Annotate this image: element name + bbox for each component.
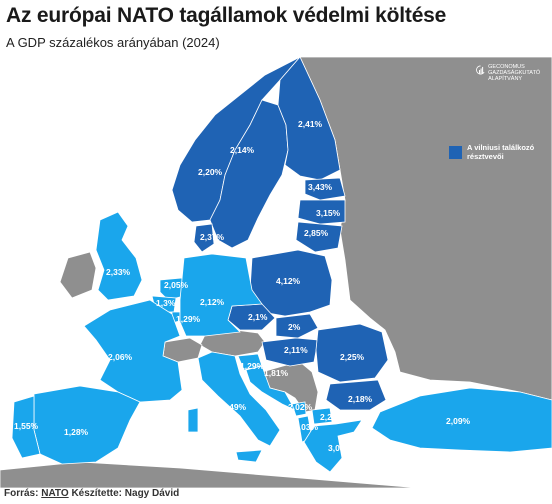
europe-map: 2,41% 2,14% 2,20% 3,43% 3,15% 2,85% 2,37…: [0, 57, 552, 488]
label-norway: 2,20%: [198, 167, 223, 177]
country-hungary: [261, 337, 319, 367]
country-romania: [315, 323, 389, 383]
legend-label-vilnius: A vilniusi találkozó résztvevői: [467, 143, 535, 161]
label-spain: 1,28%: [64, 427, 89, 437]
label-romania: 2,25%: [340, 352, 365, 362]
label-sweden: 2,14%: [230, 145, 255, 155]
label-greece: 3,08%: [328, 443, 353, 453]
logo: GECONOMUS GAZDASÁGKUTATÓ ALAPÍTVÁNY: [476, 60, 552, 82]
label-czechia: 2,1%: [248, 312, 268, 322]
country-estonia: [304, 177, 346, 201]
label-france: 2,06%: [108, 352, 133, 362]
map-title: Az európai NATO tagállamok védelmi költé…: [6, 4, 447, 27]
country-latvia: [297, 199, 346, 225]
label-uk: 2,33%: [106, 267, 131, 277]
legend: A vilniusi találkozó résztvevői: [449, 143, 547, 161]
label-latvia: 3,15%: [316, 208, 341, 218]
label-turkey: 2,09%: [446, 416, 471, 426]
footer-source: NATO: [41, 488, 69, 499]
country-portugal: [11, 395, 41, 459]
label-denmark: 2,37%: [200, 232, 225, 242]
austria: [199, 329, 266, 357]
label-lithuania: 2,85%: [304, 228, 329, 238]
country-turkey: [371, 387, 552, 453]
label-bulgaria: 2,18%: [348, 394, 373, 404]
label-luxembourg: 1,29%: [176, 314, 201, 324]
footer: Forrás: NATO Készítette: Nagy Dávid: [4, 488, 179, 499]
country-france: [83, 299, 183, 403]
label-germany: 2,12%: [200, 297, 225, 307]
label-north-macedonia: 2,22%: [320, 412, 345, 422]
label-slovenia: 1,29%: [240, 361, 265, 371]
country-uk: [95, 211, 143, 301]
label-italy: 1,49%: [222, 402, 247, 412]
map-svg: 2,41% 2,14% 2,20% 3,43% 3,15% 2,85% 2,37…: [0, 57, 552, 488]
country-montenegro: [291, 401, 307, 417]
country-lithuania: [295, 221, 343, 253]
logo-text: GECONOMUS GAZDASÁGKUTATÓ ALAPÍTVÁNY: [488, 64, 541, 82]
label-slovakia: 2%: [288, 322, 301, 332]
label-poland: 4,12%: [276, 276, 301, 286]
logo-icon: [476, 65, 485, 75]
label-belgium: 1,3%: [156, 298, 176, 308]
label-hungary: 2,11%: [284, 345, 308, 355]
label-montenegro: 2,02%: [288, 402, 313, 412]
country-germany: [179, 253, 263, 337]
country-greece: [303, 419, 363, 473]
country-italy-islands: [187, 407, 263, 463]
country-bulgaria: [325, 379, 387, 411]
ireland: [59, 251, 97, 299]
map-subtitle: A GDP százalékos arányában (2024): [6, 35, 220, 50]
label-estonia: 3,43%: [308, 182, 333, 192]
label-croatia: 1,81%: [264, 368, 289, 378]
country-italy: [197, 351, 281, 447]
label-finland: 2,41%: [298, 119, 323, 129]
footer-author: Készítette: Nagy Dávid: [71, 488, 180, 499]
footer-source-prefix: Forrás:: [4, 488, 39, 499]
label-netherlands: 2,05%: [164, 280, 189, 290]
country-slovakia: [275, 313, 319, 339]
country-finland: [277, 57, 341, 181]
country-north-macedonia: [311, 407, 333, 425]
label-albania: 2,03%: [294, 422, 319, 432]
label-portugal: 1,55%: [14, 421, 39, 431]
country-denmark: [193, 223, 215, 253]
legend-swatch-vilnius: [449, 146, 462, 159]
